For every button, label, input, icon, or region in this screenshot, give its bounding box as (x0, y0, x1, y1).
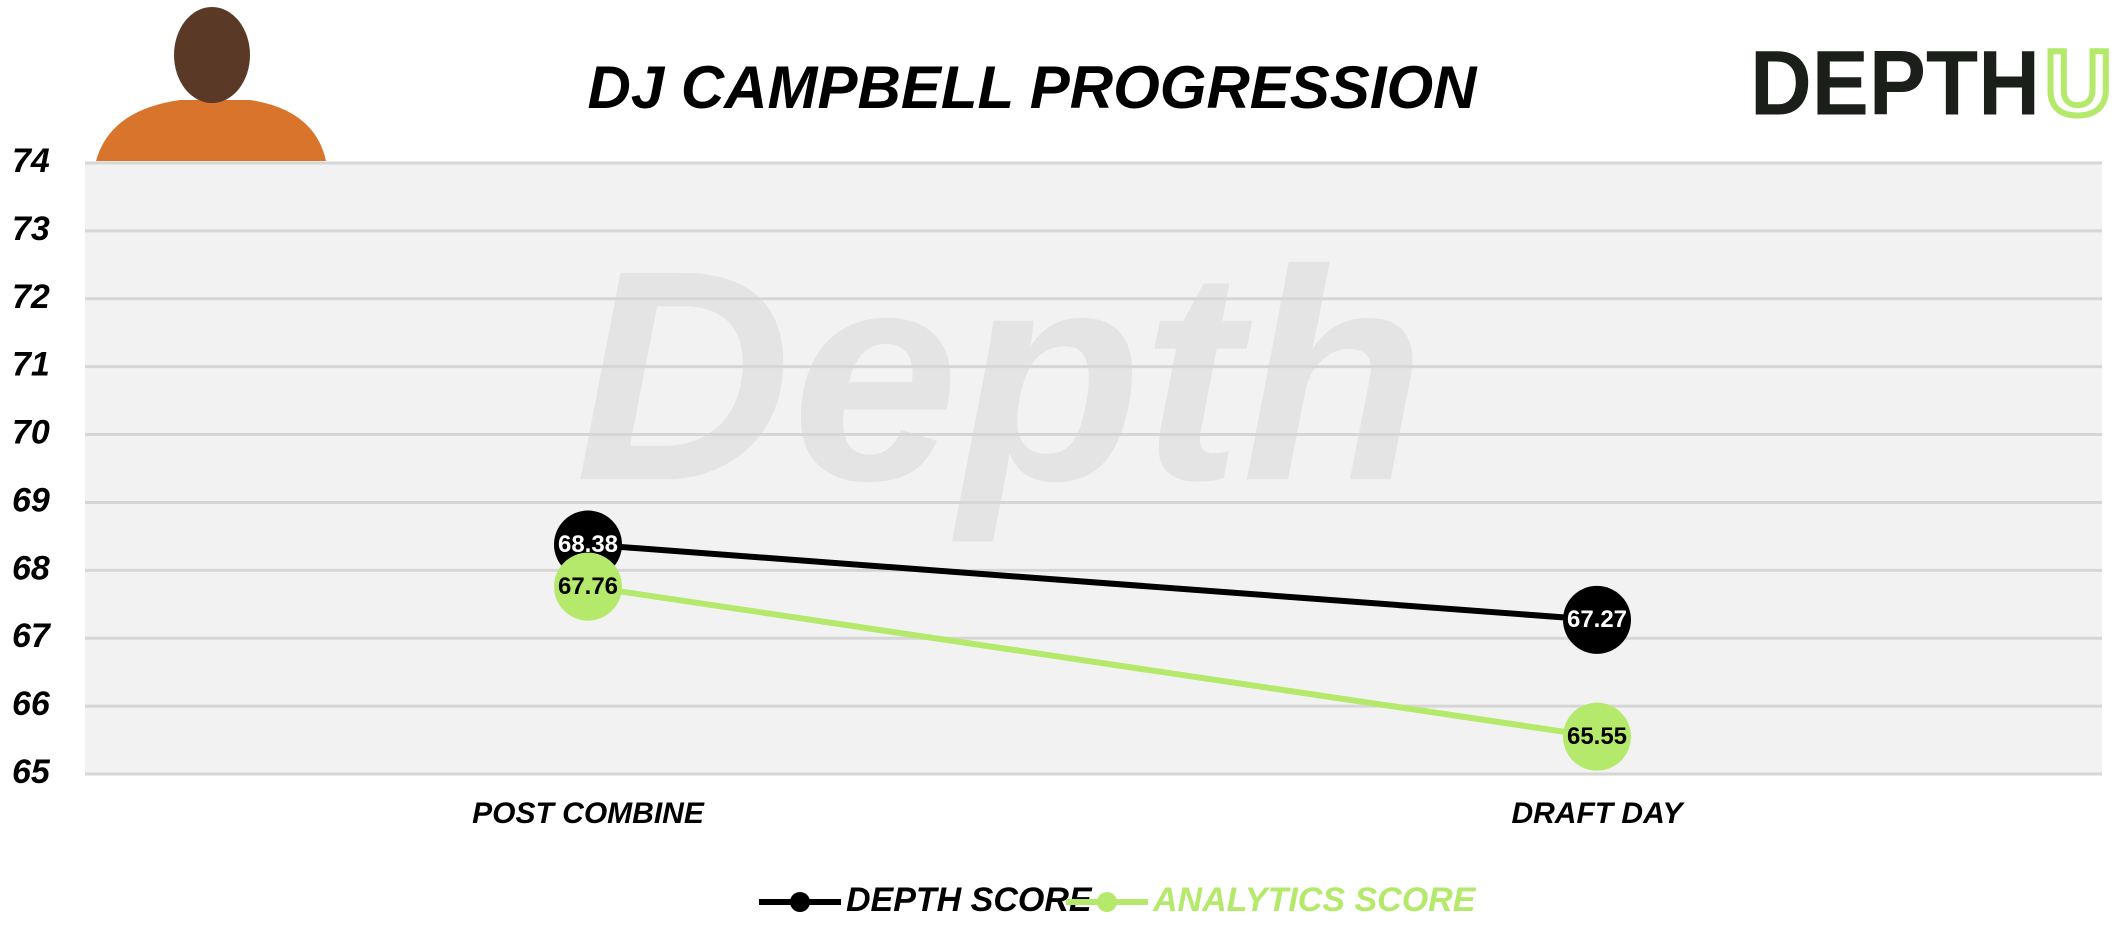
logo: DEPTH U (1750, 29, 2112, 137)
data-label: 67.76 (558, 573, 618, 600)
y-tick-label: 72 (12, 278, 50, 316)
point (1563, 585, 1631, 654)
plot-background (85, 163, 2102, 774)
y-tick-label: 71 (12, 346, 50, 384)
data-label: 65.55 (1567, 723, 1627, 750)
logo-text: DEPTH (1750, 32, 2040, 134)
logo-accent: U (2045, 32, 2111, 134)
y-tick-label: 68 (12, 549, 50, 587)
legend-marker (1097, 892, 1117, 912)
legend-label: DEPTH SCORE (846, 881, 1093, 919)
point (1563, 702, 1631, 771)
point (554, 552, 622, 621)
series-line (587, 583, 1598, 740)
y-tick-label: 65 (12, 753, 51, 791)
chart-title: DJ CAMPBELL PROGRESSION (587, 54, 1478, 121)
data-label: 67.27 (1567, 606, 1627, 633)
x-tick-label: DRAFT DAY (1511, 797, 1685, 830)
watermark: Depth (575, 207, 1425, 545)
x-tick-label: POST COMBINE (472, 797, 705, 830)
photo-shirt (96, 100, 326, 161)
y-tick-label: 73 (12, 210, 50, 248)
legend-marker (790, 892, 810, 912)
player-photo (96, 7, 326, 161)
y-tick-label: 67 (12, 617, 52, 655)
y-tick-label: 69 (12, 481, 50, 519)
y-tick-label: 74 (12, 142, 50, 180)
y-tick-label: 70 (12, 414, 50, 452)
y-tick-label: 66 (12, 685, 51, 723)
photo-head (174, 7, 250, 103)
legend-label: ANALYTICS SCORE (1152, 881, 1477, 919)
series-line (587, 541, 1598, 623)
